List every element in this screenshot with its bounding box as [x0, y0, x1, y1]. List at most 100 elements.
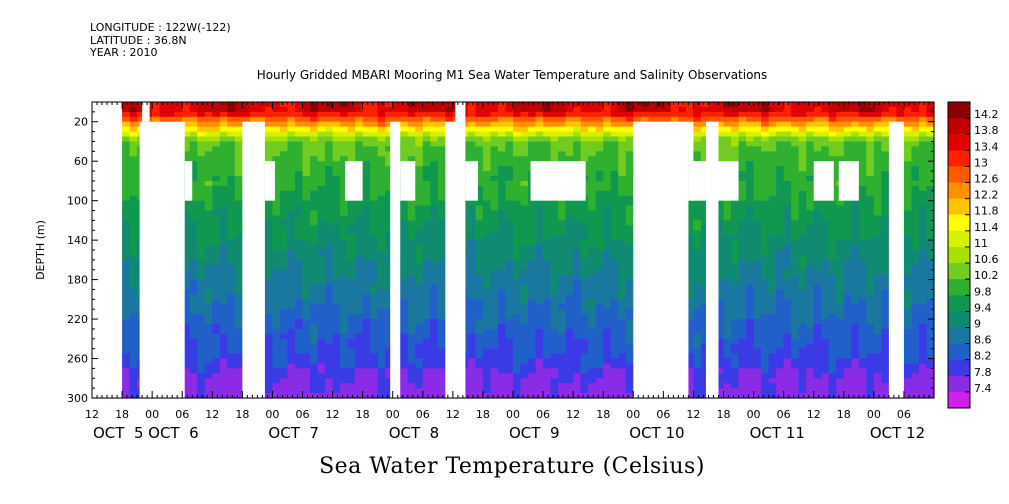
heatmap-cell [272, 319, 281, 325]
heatmap-cell [482, 185, 492, 192]
heatmap-cell [610, 116, 619, 123]
heatmap-cell [588, 180, 597, 187]
heatmap-cell [287, 171, 296, 177]
heatmap-cell [219, 166, 228, 172]
heatmap-cell [279, 245, 289, 251]
heatmap-cell [182, 245, 191, 251]
heatmap-cell [167, 116, 176, 123]
heatmap-cell [700, 299, 710, 305]
heatmap-cell [189, 269, 198, 276]
heatmap-cell [347, 338, 356, 345]
heatmap-cell [437, 393, 446, 399]
heatmap-cell [355, 368, 364, 374]
heatmap-cell [272, 304, 281, 310]
heatmap-cell [543, 294, 552, 300]
heatmap-cell [543, 131, 552, 138]
heatmap-cell [340, 393, 349, 399]
heatmap-cell [212, 141, 221, 147]
heatmap-cell [122, 166, 131, 172]
heatmap-cell [520, 259, 529, 266]
heatmap-cell [129, 190, 138, 197]
heatmap-cell [204, 146, 213, 152]
heatmap-cell [159, 111, 168, 118]
heatmap-cell [528, 333, 537, 340]
heatmap-cell [513, 171, 522, 177]
heatmap-cell [565, 299, 574, 305]
heatmap-cell [565, 131, 574, 138]
heatmap-cell [422, 269, 431, 276]
heatmap-cell [272, 333, 281, 340]
heatmap-cell [182, 333, 191, 340]
heatmap-cell [603, 368, 612, 374]
heatmap-cell [528, 126, 537, 133]
heatmap-cell [700, 235, 710, 241]
heatmap-cell [272, 294, 281, 300]
heatmap-cell [310, 314, 319, 320]
heatmap-cell [573, 230, 582, 236]
heatmap-cell [580, 304, 589, 310]
heatmap-cell [400, 111, 409, 118]
heatmap-cell [618, 284, 627, 291]
heatmap-cell [400, 338, 409, 345]
heatmap-cell [670, 116, 679, 123]
heatmap-cell [505, 294, 514, 300]
heatmap-cell [685, 284, 695, 291]
heatmap-cell [625, 393, 634, 399]
heatmap-cell [189, 254, 198, 261]
heatmap-cell [685, 388, 695, 394]
heatmap-cell [325, 111, 334, 118]
heatmap-cell [475, 250, 484, 256]
heatmap-cell [385, 131, 394, 138]
heatmap-cell [430, 250, 439, 256]
heatmap-cell [482, 333, 492, 340]
heatmap-cell [264, 319, 274, 325]
heatmap-cell [550, 289, 559, 295]
heatmap-cell [385, 210, 394, 217]
heatmap-cell [234, 294, 243, 300]
heatmap-cell [317, 333, 326, 340]
heatmap-cell [520, 304, 529, 310]
heatmap-cell [467, 269, 477, 276]
heatmap-cell [610, 245, 619, 251]
heatmap-cell [618, 180, 627, 187]
heatmap-cell [189, 245, 198, 251]
heatmap-cell [603, 378, 612, 384]
heatmap-cell [377, 279, 386, 286]
heatmap-cell [317, 180, 326, 187]
heatmap-cell [370, 373, 379, 379]
heatmap-cell [310, 195, 319, 202]
heatmap-cell [362, 279, 371, 286]
heatmap-cell [385, 393, 394, 399]
heatmap-cell [595, 156, 604, 162]
heatmap-cell [129, 205, 138, 212]
heatmap-cell [430, 353, 439, 360]
heatmap-cell [219, 136, 228, 143]
heatmap-cell [482, 176, 492, 182]
heatmap-cell [332, 151, 341, 157]
heatmap-cell [415, 126, 424, 133]
heatmap-cell [595, 284, 604, 291]
heatmap-cell [317, 259, 326, 266]
heatmap-cell [310, 240, 319, 246]
heatmap-cell [204, 131, 213, 138]
heatmap-cell [625, 121, 634, 128]
heatmap-cell [437, 328, 446, 335]
heatmap-cell [407, 235, 416, 241]
heatmap-cell [377, 264, 386, 271]
heatmap-cell [317, 254, 326, 261]
heatmap-cell [565, 368, 574, 374]
heatmap-cell [573, 111, 582, 118]
heatmap-cell [422, 338, 431, 345]
heatmap-cell [467, 254, 477, 261]
heatmap-cell [430, 102, 439, 108]
heatmap-cell [685, 319, 695, 325]
heatmap-cell [212, 343, 221, 350]
heatmap-cell [122, 136, 131, 143]
heatmap-cell [505, 180, 514, 187]
heatmap-cell [422, 254, 431, 261]
heatmap-cell [362, 240, 371, 246]
heatmap-cell [227, 121, 236, 128]
heatmap-cell [490, 378, 499, 384]
heatmap-cell [197, 254, 206, 261]
heatmap-cell [197, 126, 206, 133]
